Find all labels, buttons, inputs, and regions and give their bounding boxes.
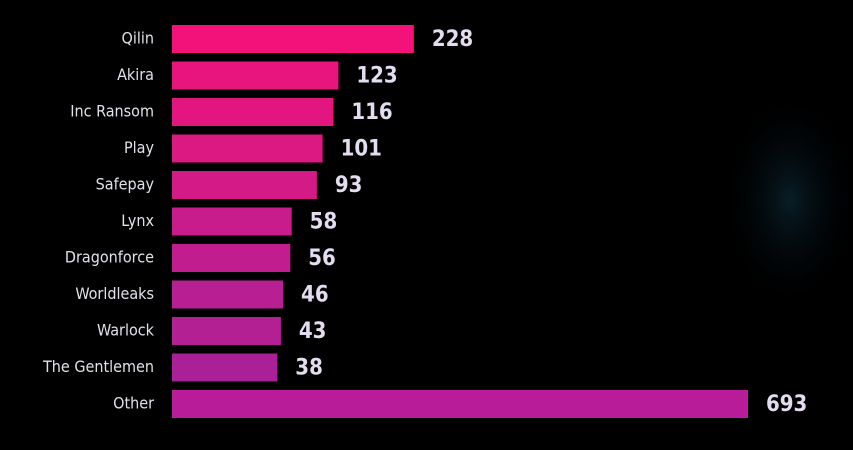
data-label: 123 [356, 64, 397, 89]
data-label: 93 [335, 173, 363, 198]
y-tick-label: Dragonforce [65, 248, 154, 267]
bar [172, 280, 284, 309]
y-tick-label: Qilin [122, 29, 154, 48]
y-tick-label: Warlock [97, 321, 155, 340]
data-label: 116 [351, 100, 392, 125]
bar [172, 317, 281, 345]
data-label: 43 [299, 319, 327, 344]
data-label: 693 [766, 392, 807, 417]
bar [172, 244, 291, 272]
bar [172, 98, 334, 126]
bar [172, 171, 317, 199]
bar [172, 25, 414, 53]
y-tick-label: Inc Ransom [70, 102, 154, 121]
y-tick-label: Lynx [121, 211, 154, 230]
data-label: 101 [341, 137, 382, 162]
bar [172, 390, 748, 418]
y-tick-label: Worldleaks [75, 284, 154, 303]
bar [172, 353, 278, 382]
y-tick-label: Safepay [96, 175, 155, 194]
y-tick-label: Akira [117, 65, 154, 84]
data-label: 228 [432, 27, 473, 52]
background-glow [720, 90, 853, 310]
y-tick-label: Play [124, 138, 155, 157]
y-tick-label: Other [113, 394, 154, 413]
data-label: 58 [310, 210, 338, 235]
bar [172, 134, 323, 163]
y-tick-label: The Gentlemen [42, 357, 154, 376]
data-label: 38 [295, 356, 323, 381]
data-label: 56 [308, 246, 336, 271]
bar [172, 61, 339, 90]
data-label: 46 [301, 283, 329, 308]
bar [172, 207, 292, 236]
